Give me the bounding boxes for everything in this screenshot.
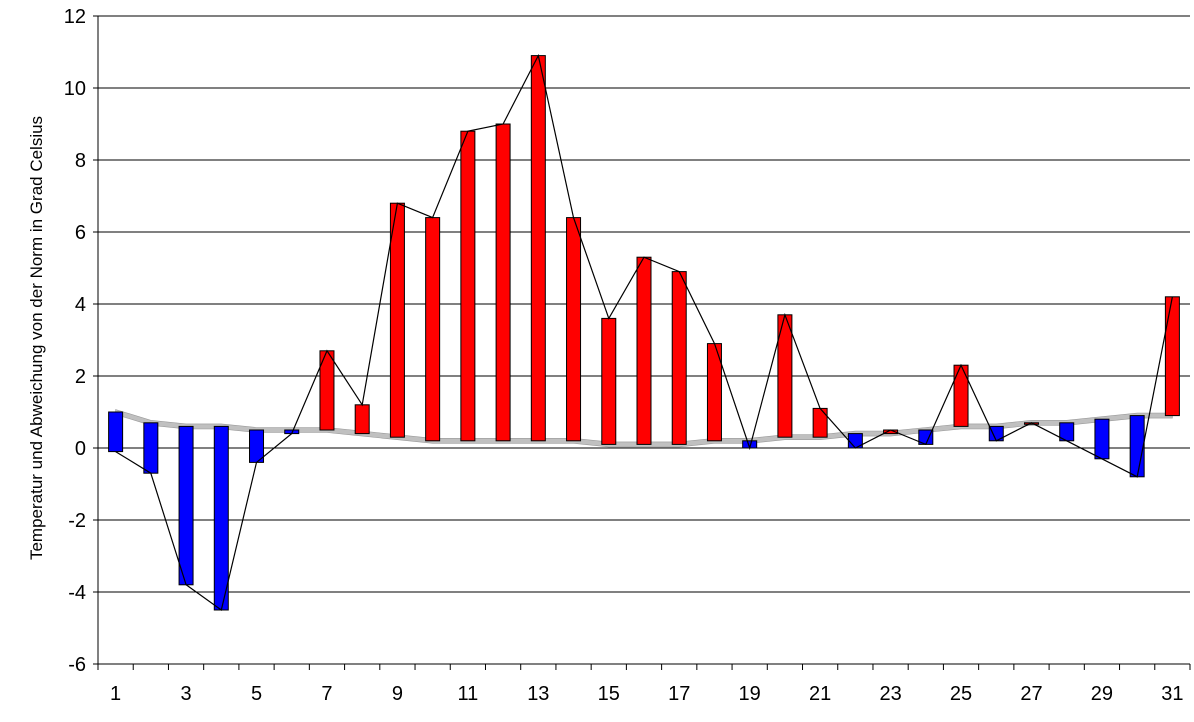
bar-day-13 bbox=[530, 55, 546, 442]
x-tick-label-31: 31 bbox=[1161, 683, 1183, 705]
x-tick-label-13: 13 bbox=[527, 683, 549, 705]
norm-band-shape bbox=[115, 409, 1173, 448]
bar-day-2 bbox=[143, 422, 159, 474]
y-tick-labels: -6 -4 -2 0 2 4 6 8 10 12 bbox=[64, 6, 86, 676]
bar-day-30 bbox=[1129, 415, 1145, 478]
axes bbox=[93, 15, 1191, 670]
y-tick-label--4: -4 bbox=[68, 582, 86, 604]
bar-day-15 bbox=[601, 317, 617, 445]
bar-day-8 bbox=[354, 404, 370, 435]
y-axis-title: Temperatur und Abweichung von der Norm i… bbox=[27, 116, 46, 560]
y-tick-label-2: 2 bbox=[75, 366, 86, 388]
bars bbox=[108, 55, 1180, 611]
x-tick-label-27: 27 bbox=[1020, 683, 1042, 705]
norm-band bbox=[115, 409, 1173, 448]
x-tick-label-17: 17 bbox=[668, 683, 690, 705]
bar-day-5 bbox=[249, 429, 265, 463]
bar-day-29 bbox=[1094, 418, 1110, 460]
y-tick-label-4: 4 bbox=[75, 294, 86, 316]
bar-day-4 bbox=[213, 425, 229, 611]
temperature-line bbox=[115, 53, 1173, 612]
bar-day-12 bbox=[495, 123, 511, 442]
x-tick-label-19: 19 bbox=[739, 683, 761, 705]
bar-day-21 bbox=[812, 407, 828, 438]
x-tick-label-23: 23 bbox=[879, 683, 901, 705]
y-tick-label-0: 0 bbox=[75, 438, 86, 460]
x-tick-label-25: 25 bbox=[950, 683, 972, 705]
bar-day-17 bbox=[671, 271, 687, 445]
x-tick-label-5: 5 bbox=[251, 683, 262, 705]
y-tick-label-8: 8 bbox=[75, 150, 86, 172]
x-tick-label-1: 1 bbox=[110, 683, 121, 705]
x-tick-label-11: 11 bbox=[457, 683, 478, 705]
x-tick-label-7: 7 bbox=[321, 683, 332, 705]
bar-day-10 bbox=[425, 217, 441, 442]
bar-day-14 bbox=[566, 217, 582, 442]
y-tick-label-10: 10 bbox=[64, 78, 86, 100]
y-tick-label--2: -2 bbox=[68, 510, 86, 532]
bar-day-9 bbox=[389, 202, 405, 438]
bar-day-1 bbox=[108, 411, 124, 453]
temperature-line-path bbox=[115, 53, 1173, 612]
x-tick-label-15: 15 bbox=[598, 683, 620, 705]
bar-day-31 bbox=[1164, 296, 1180, 417]
x-tick-label-3: 3 bbox=[181, 683, 192, 705]
y-tick-label-12: 12 bbox=[64, 6, 86, 28]
x-tick-labels: 1 3 5 7 9 11 13 15 17 19 21 23 25 27 29 31 bbox=[110, 683, 1183, 705]
y-tick-label-6: 6 bbox=[75, 222, 86, 244]
bar-day-3 bbox=[178, 425, 194, 586]
y-tick-label--6: -6 bbox=[68, 654, 86, 676]
bar-day-16 bbox=[636, 256, 652, 445]
x-tick-label-29: 29 bbox=[1091, 683, 1113, 705]
bar-day-11 bbox=[460, 130, 476, 442]
x-tick-label-9: 9 bbox=[392, 683, 403, 705]
x-tick-label-21: 21 bbox=[809, 683, 831, 705]
